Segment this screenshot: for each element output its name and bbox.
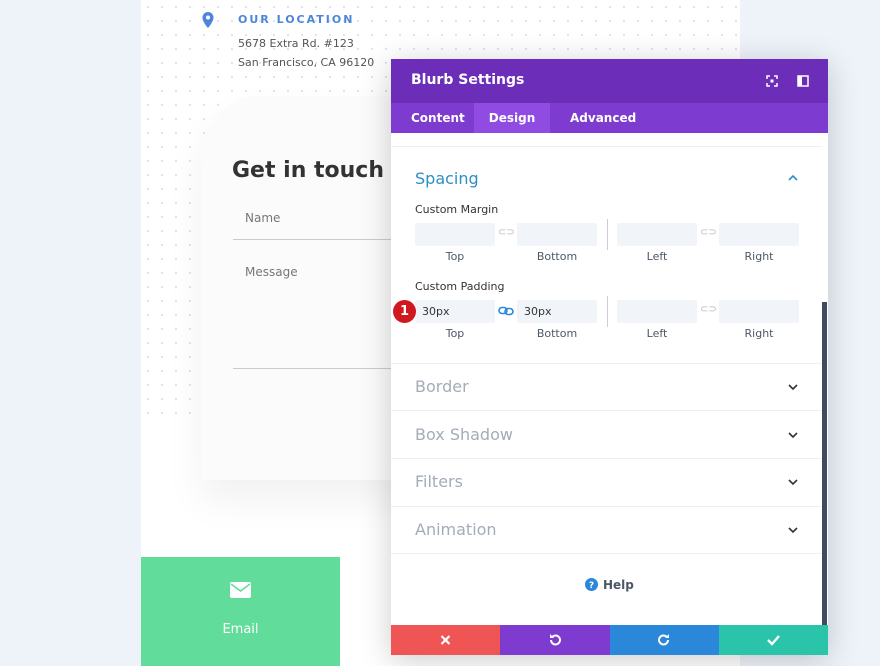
email-icon	[230, 582, 251, 598]
tab[interactable]: Content	[411, 111, 465, 125]
location-icon	[202, 12, 214, 28]
address-line: 5678 Extra Rd. #123	[238, 37, 354, 50]
side-label: Bottom	[536, 250, 578, 263]
help-icon[interactable]: ?	[585, 578, 598, 591]
side-label: Right	[744, 327, 774, 340]
step-badge: 1	[393, 300, 416, 323]
field-line	[233, 239, 393, 240]
divider	[391, 410, 822, 411]
input-value: 30px	[422, 305, 450, 318]
separator	[607, 296, 608, 327]
redo-button[interactable]	[609, 625, 719, 655]
divider	[391, 146, 822, 147]
section-title[interactable]: Box Shadow	[415, 425, 513, 444]
section-title[interactable]: Animation	[415, 520, 497, 539]
divider	[391, 458, 822, 459]
field-group-label: Custom Padding	[415, 280, 505, 293]
location-heading: OUR LOCATION	[238, 13, 355, 26]
side-label: Top	[445, 327, 465, 340]
tab[interactable]: Advanced	[570, 111, 637, 125]
section-title[interactable]: Filters	[415, 472, 463, 491]
link-icon[interactable]: ⊂⊃	[700, 227, 717, 238]
link-icon-active[interactable]	[498, 306, 514, 316]
input[interactable]	[719, 223, 799, 246]
tab-bar	[391, 103, 828, 133]
cancel-button[interactable]	[391, 625, 501, 655]
input[interactable]	[517, 223, 597, 246]
settings-modal	[391, 59, 828, 655]
tab[interactable]: Design	[488, 111, 536, 125]
scrollbar[interactable]	[822, 302, 827, 625]
svg-text:?: ?	[589, 581, 594, 591]
name-field[interactable]: Name	[245, 211, 281, 225]
input[interactable]	[415, 223, 495, 246]
expand-button[interactable]	[766, 75, 778, 87]
chevrons[interactable]	[788, 384, 798, 544]
divider	[391, 363, 822, 364]
link-icon[interactable]: ⊂⊃	[498, 227, 515, 238]
input[interactable]	[719, 300, 799, 323]
modal-header	[391, 59, 828, 103]
side-label: Bottom	[536, 327, 578, 340]
save-button[interactable]	[718, 625, 828, 655]
contact-title: Get in touch	[232, 158, 385, 183]
input[interactable]	[617, 223, 697, 246]
field-group-label: Custom Margin	[415, 203, 499, 216]
side-label: Top	[445, 250, 465, 263]
sidebar-button[interactable]	[797, 75, 809, 87]
chevron-up[interactable]	[788, 174, 798, 181]
section-title[interactable]: Border	[415, 377, 469, 396]
divider	[391, 506, 822, 507]
divider	[391, 553, 822, 554]
link-icon[interactable]: ⊂⊃	[700, 304, 717, 315]
active-tab	[474, 103, 550, 133]
side-label: Left	[646, 250, 668, 263]
section-title[interactable]: Spacing	[415, 169, 479, 188]
help-link[interactable]: Help	[603, 578, 634, 592]
undo-button[interactable]	[500, 625, 610, 655]
field-line	[233, 368, 393, 369]
input-value: 30px	[524, 305, 552, 318]
input[interactable]	[517, 300, 597, 323]
email-box[interactable]	[141, 557, 340, 666]
modal-title: Blurb Settings	[411, 72, 525, 88]
input[interactable]	[617, 300, 697, 323]
side-label: Right	[744, 250, 774, 263]
separator	[607, 219, 608, 250]
input[interactable]	[415, 300, 495, 323]
email-label: Email	[222, 622, 259, 637]
message-field[interactable]: Message	[245, 265, 298, 279]
side-label: Left	[646, 327, 668, 340]
address-line: San Francisco, CA 96120	[238, 56, 375, 69]
